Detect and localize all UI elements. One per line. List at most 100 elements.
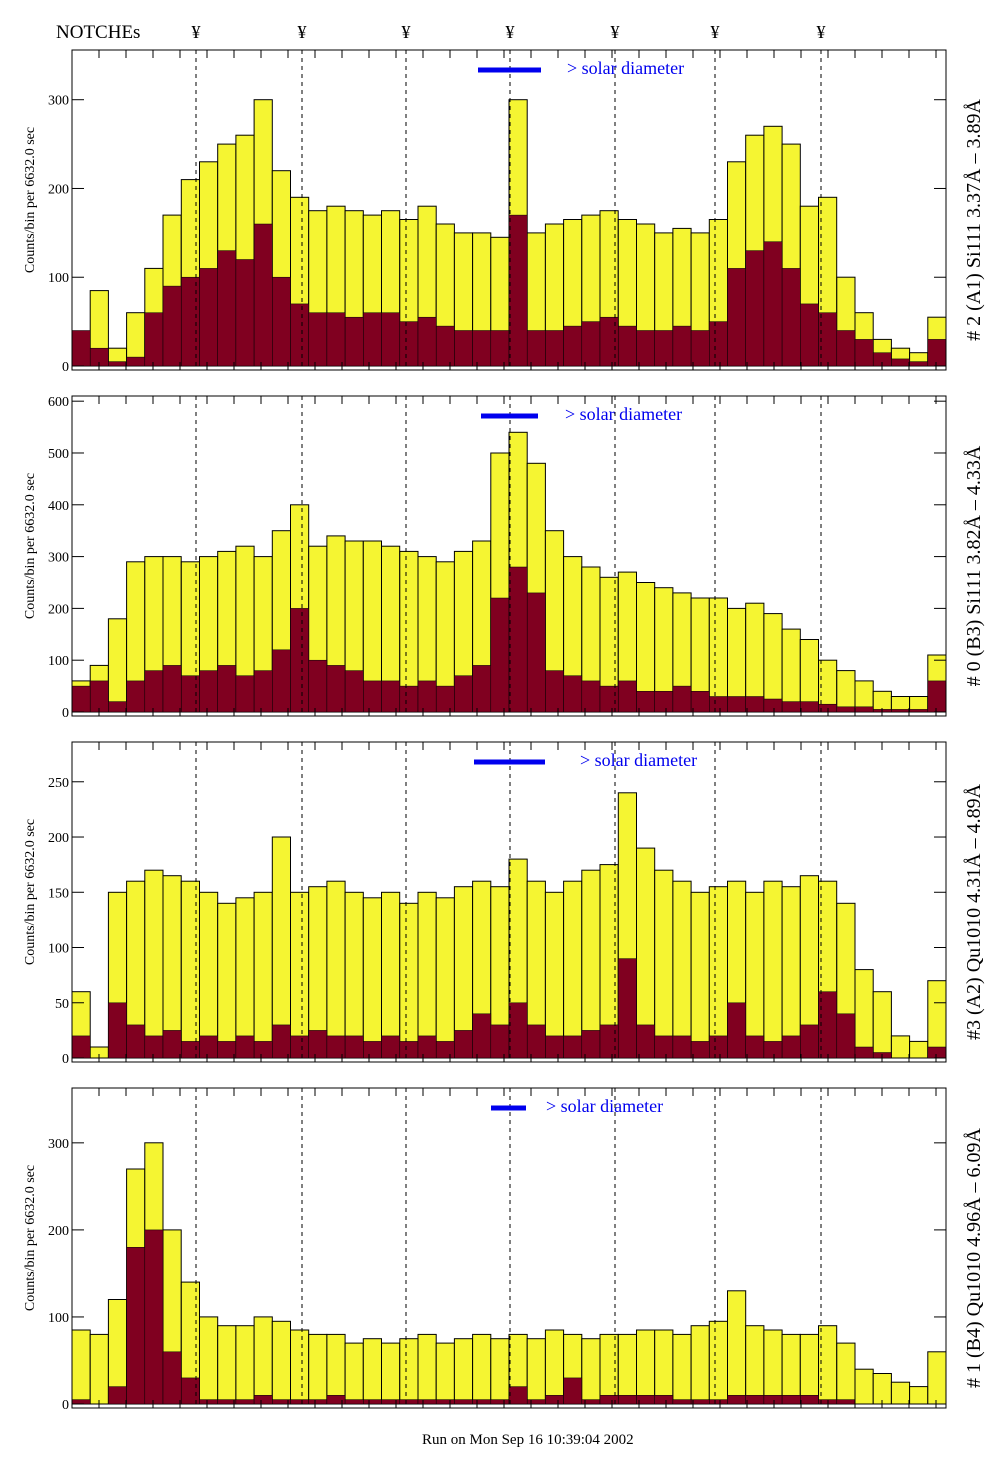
bar-subset [654, 1395, 674, 1405]
bar-subset [763, 241, 783, 367]
bar-subset [417, 1399, 437, 1405]
bar-total [763, 1329, 783, 1405]
bar-subset [454, 1030, 473, 1059]
bar-total [890, 1381, 911, 1405]
y-tick-label: 400 [48, 499, 69, 514]
bar-total [326, 880, 346, 1059]
bar-subset [144, 1035, 164, 1059]
bar-total [636, 1329, 656, 1405]
notch-symbol: ¥ [611, 22, 620, 42]
y-tick-label: 0 [62, 706, 69, 721]
bar-subset [217, 1041, 237, 1059]
bar-subset [636, 330, 655, 367]
bar-subset [618, 1395, 637, 1405]
bar-subset [800, 303, 819, 367]
y-tick-label: 300 [48, 1137, 69, 1152]
bar-subset [836, 706, 856, 713]
bar-total [326, 1333, 346, 1405]
bar-subset [672, 325, 692, 367]
bar-total [836, 1342, 856, 1405]
bar-total [763, 880, 783, 1059]
bar-subset [508, 214, 528, 367]
bar-subset [927, 680, 947, 713]
bar-total [690, 891, 710, 1059]
bar-total [854, 969, 874, 1059]
bar-subset [508, 1386, 528, 1405]
bar-subset [235, 675, 255, 713]
series-subset [71, 1229, 856, 1405]
bar-total [417, 891, 437, 1059]
bar-total [399, 1338, 419, 1405]
bar-subset [545, 670, 564, 713]
bar-subset [326, 665, 346, 713]
notch-symbol: ¥ [711, 22, 720, 42]
bar-subset [326, 312, 346, 367]
bar-subset [563, 325, 583, 367]
bar-subset [344, 316, 364, 367]
bar-subset [781, 1035, 801, 1059]
bar-total [144, 869, 164, 1059]
bar-total [781, 1333, 801, 1405]
y-tick-label: 50 [55, 997, 69, 1012]
bar-subset [199, 1399, 218, 1405]
bar-total [672, 1333, 692, 1405]
bar-subset [581, 680, 601, 713]
notch-symbol: ¥ [506, 22, 515, 42]
series-subset [71, 958, 947, 1059]
notches-label: NOTCHEs [56, 22, 140, 43]
bar-subset [727, 1002, 746, 1059]
bar-total [526, 1338, 546, 1405]
bar-subset [763, 1395, 783, 1405]
bar-total [781, 886, 801, 1059]
bar-total [217, 1325, 237, 1405]
bar-subset [308, 1399, 328, 1405]
notch-markers: ¥ ¥ ¥ ¥ ¥ ¥ ¥ [192, 22, 826, 42]
notch-symbol: ¥ [817, 22, 826, 42]
legend-label: > solar diameter [567, 58, 684, 78]
bar-subset [526, 330, 546, 367]
bar-subset [126, 1024, 146, 1059]
bar-subset [618, 958, 637, 1059]
bar-subset [162, 285, 182, 367]
bar-subset [363, 680, 382, 713]
bar-subset [144, 670, 164, 713]
bar-subset [344, 670, 364, 713]
bar-subset [399, 321, 419, 367]
bar-subset [526, 592, 546, 713]
bar-subset [727, 268, 746, 367]
bar-subset [417, 680, 437, 713]
panel-2: 0 50 100 150 200 250 Counts/bin per 6632.0 sec… [23, 741, 985, 1067]
panel-0: 0 100 200 300 Counts/bin per 6632.0 sec # 2 (… [23, 49, 985, 375]
bar-subset [490, 597, 510, 713]
bar-subset [472, 1399, 492, 1405]
bar-total [909, 1040, 929, 1059]
panel-1: 0 100 200 300 400 500 600 Counts/bin per 6632.0… [23, 395, 985, 721]
bar-subset [308, 659, 328, 713]
bar-total [308, 1333, 328, 1405]
bar-total [199, 1316, 219, 1405]
bar-subset [181, 1041, 200, 1059]
bar-total [654, 1329, 674, 1405]
panel-title: #3 (A2) Qu1010 4.31Å – 4.89Å [963, 783, 985, 1040]
bar-subset [162, 665, 182, 713]
y-tick-label: 200 [48, 831, 69, 846]
bar-subset [308, 1030, 328, 1059]
bar-subset [472, 330, 492, 367]
y-tick-label: 0 [62, 1398, 69, 1413]
bar-subset [545, 1395, 564, 1405]
bar-subset [217, 665, 237, 713]
series-subset [71, 214, 947, 367]
bar-subset [199, 670, 218, 713]
bar-subset [381, 680, 400, 713]
bar-total [781, 628, 801, 713]
bar-total [836, 670, 856, 713]
series-total [71, 1142, 947, 1405]
y-tick-label: 200 [48, 182, 69, 197]
bar-subset [272, 276, 291, 367]
bar-subset [108, 701, 127, 713]
notch-symbol: ¥ [192, 22, 201, 42]
bar-subset [454, 675, 473, 713]
legend-label: > solar diameter [546, 1096, 663, 1116]
bar-subset [253, 1041, 273, 1059]
